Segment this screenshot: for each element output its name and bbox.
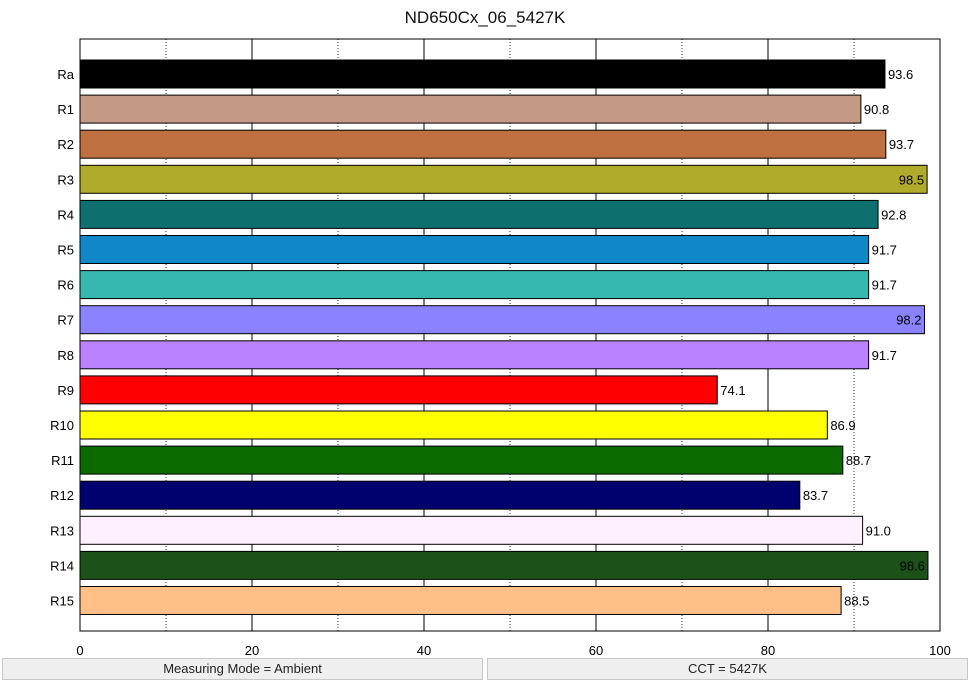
bar-r15 [79,586,842,615]
cri-bar-chart: ND650Cx_06_5427K 93.6 90.8 93.7 98.5 92.8 91.… [50,8,951,656]
bar-r13 [79,515,864,545]
bars-layer: 93.6 90.8 93.7 98.5 92.8 91.7 91.7 98.2 91.7 74.1… [79,59,929,615]
measuring-mode-field: Measuring Mode = Ambient [2,658,483,680]
category-label: R4 [57,207,74,222]
chart-title: ND650Cx_06_5427K [405,8,566,27]
bar-value-label: 88.5 [844,594,869,609]
category-label: R13 [50,523,74,538]
category-label: R11 [51,453,74,468]
x-tick-label: 100 [929,643,951,656]
x-tick-label: 0 [76,643,83,656]
bar-value-label: 92.8 [881,207,906,222]
category-label: R15 [50,594,74,609]
bar-r7 [79,305,926,335]
plot-frame [79,38,941,632]
bar-r11 [79,445,844,475]
cct-field: CCT = 5427K [487,658,968,680]
bar-value-label: 91.7 [872,348,897,363]
bar-value-label: 93.7 [889,137,914,152]
bar-r10 [79,410,828,440]
bar-value-label: 91.7 [872,278,897,293]
bar-value-label: 93.6 [888,67,913,82]
bar-value-label: 83.7 [803,488,828,503]
bar-r14 [79,550,929,580]
bar-r9 [79,375,718,405]
bar-r4 [79,199,879,229]
category-labels: Ra R1 R2 R3 R4 R5 R6 R7 R8 R9 R10 R11 R12 R13 R14 R15 [50,67,75,609]
x-tick-label: 40 [417,643,431,656]
bar-value-label: 86.9 [830,418,855,433]
bar-r12 [79,480,801,510]
category-label: R9 [57,383,74,398]
x-tick-label: 60 [589,643,603,656]
category-label: R6 [57,278,74,293]
bar-r8 [79,340,870,370]
category-label: R5 [57,243,74,258]
bar-value-label: 88.7 [846,453,871,468]
bar-r2 [79,129,887,159]
bar-r1 [79,94,862,124]
bar-value-label: 90.8 [864,102,889,117]
x-tick-label: 80 [761,643,775,656]
bar-value-label: 91.0 [866,523,891,538]
category-label: R8 [57,348,74,363]
bar-r3 [79,164,928,194]
x-tick-labels: 0 20 40 60 80 100 [76,643,950,656]
bar-value-label: 98.5 [899,172,924,187]
category-label: R3 [57,172,74,187]
category-label: R2 [57,137,74,152]
bar-ra [79,59,886,89]
bar-value-label: 98.6 [900,558,925,573]
category-label: R1 [57,102,74,117]
bar-r6 [79,270,870,300]
category-label: R12 [50,488,74,503]
bar-value-label: 91.7 [872,243,897,258]
category-label: R10 [50,418,74,433]
category-label: R14 [50,558,74,573]
bar-value-label: 98.2 [896,313,921,328]
bar-r5 [79,235,870,264]
x-tick-label: 20 [245,643,259,656]
category-label: Ra [57,67,74,82]
bar-value-label: 74.1 [720,383,745,398]
category-label: R7 [57,313,74,328]
